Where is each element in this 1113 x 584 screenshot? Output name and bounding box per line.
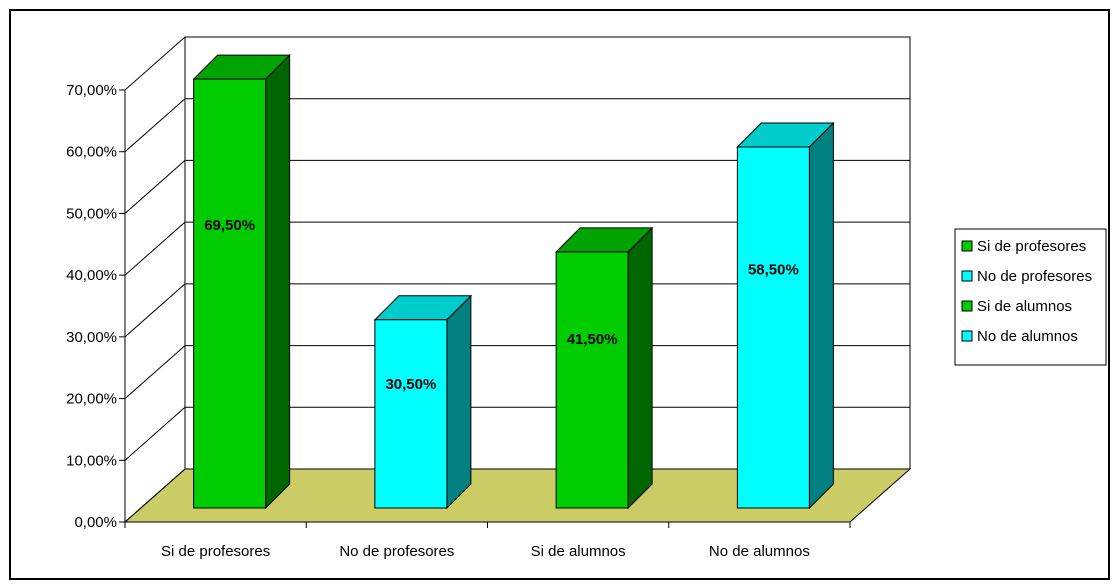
x-tick-label: No de alumnos xyxy=(709,543,810,560)
x-tick-label: No de profesores xyxy=(339,543,454,560)
data-label: 41,50% xyxy=(567,331,618,348)
legend-box xyxy=(954,228,1107,366)
side-gridline xyxy=(124,160,186,214)
legend-label: No de alumnos xyxy=(977,328,1078,345)
data-label: 30,50% xyxy=(385,376,436,393)
side-gridline xyxy=(124,36,186,91)
bar-side xyxy=(446,294,472,510)
data-label: 58,50% xyxy=(748,262,799,279)
side-gridline xyxy=(124,406,186,461)
y-tick-label: 60,00% xyxy=(66,144,117,161)
bar xyxy=(374,319,448,509)
legend-swatch xyxy=(961,300,973,312)
data-label: 69,50% xyxy=(204,217,255,234)
y-tick-label: 70,00% xyxy=(66,82,117,99)
y-tick-label: 0,00% xyxy=(74,514,117,531)
y-tick-label: 20,00% xyxy=(66,391,117,408)
bar xyxy=(555,251,629,509)
side-gridline xyxy=(124,221,186,276)
bar-side xyxy=(265,53,291,510)
legend-swatch xyxy=(961,270,973,282)
legend-label: Si de alumnos xyxy=(977,298,1072,315)
bar xyxy=(193,78,267,509)
bar-side xyxy=(627,226,653,510)
side-gridline xyxy=(124,468,186,523)
x-tick-label: Si de alumnos xyxy=(531,543,626,560)
legend-label: No de profesores xyxy=(977,268,1092,285)
legend-swatch xyxy=(961,240,973,252)
side-gridline xyxy=(124,98,186,153)
y-tick-label: 30,00% xyxy=(66,329,117,346)
y-tick-label: 40,00% xyxy=(66,267,117,284)
bar-side xyxy=(808,121,834,510)
y-tick-label: 10,00% xyxy=(66,452,117,469)
side-gridline xyxy=(124,345,186,399)
x-tick-label: Si de profesores xyxy=(161,543,270,560)
y-tick-label: 50,00% xyxy=(66,205,117,222)
legend-swatch xyxy=(961,330,973,342)
bar xyxy=(736,146,810,509)
side-gridline xyxy=(124,283,186,338)
legend-label: Si de profesores xyxy=(977,238,1086,255)
